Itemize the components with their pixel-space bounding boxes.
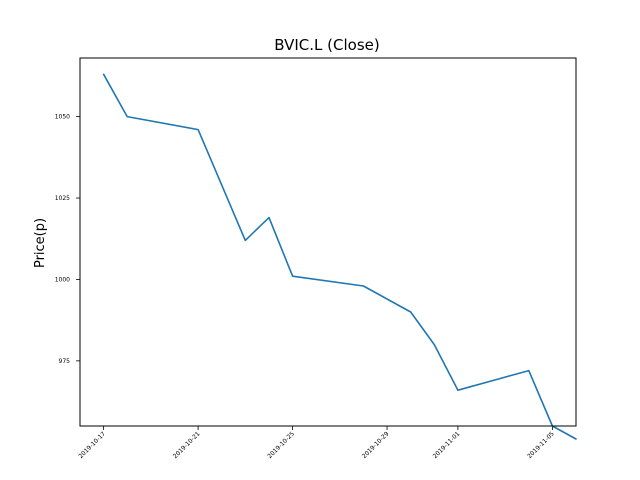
x-tick-label: 2019-10-21: [172, 430, 202, 460]
x-tick-label: 2019-10-17: [77, 430, 107, 460]
y-tick-label: 1025: [55, 195, 70, 202]
y-tick-label: 1000: [55, 276, 70, 283]
chart-title: BVIC.L (Close): [274, 36, 379, 54]
y-tick-label: 975: [59, 358, 71, 365]
y-axis-label: Price(p): [33, 218, 48, 268]
x-tick-label: 2019-11-01: [432, 430, 462, 460]
x-tick-label: 2019-11-05: [526, 430, 556, 460]
x-tick-label: 2019-10-29: [361, 430, 391, 460]
y-tick-label: 1050: [55, 114, 70, 121]
close-price-line: [102, 73, 577, 440]
plot-frame: [79, 57, 577, 427]
x-tick-label: 2019-10-25: [266, 430, 296, 460]
